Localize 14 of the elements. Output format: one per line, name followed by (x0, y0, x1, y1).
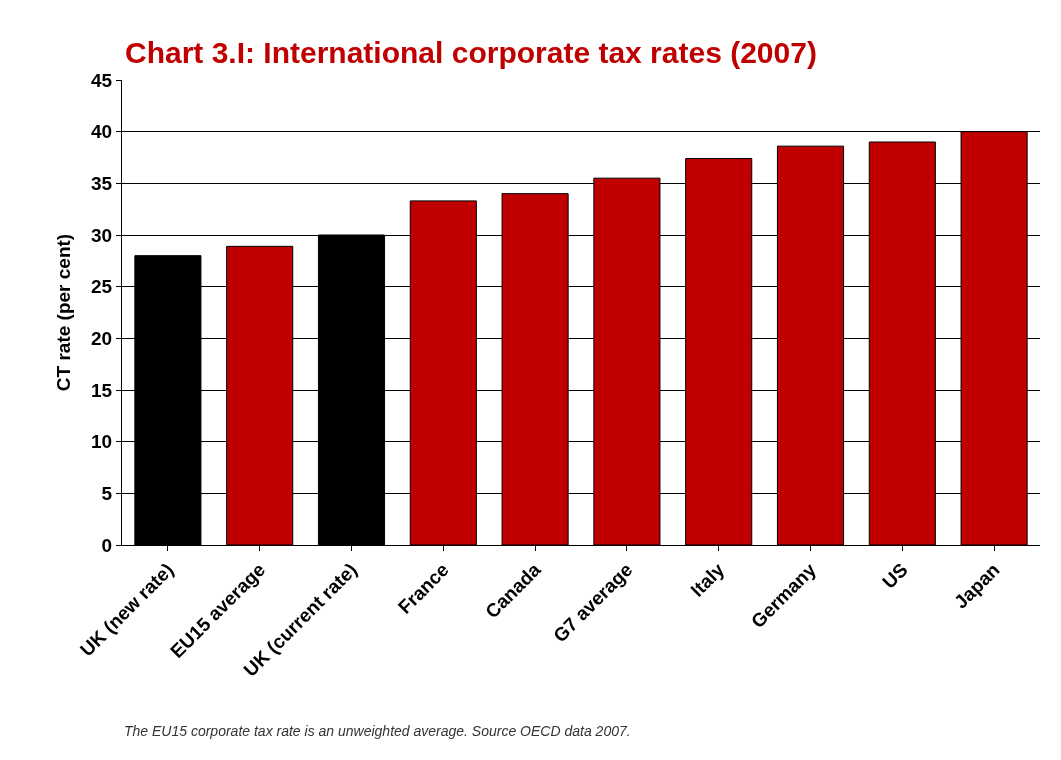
y-tick-label: 15 (91, 379, 113, 401)
y-tick-label: 0 (101, 534, 113, 556)
y-tick-label: 25 (91, 276, 113, 298)
x-tick-label: US (878, 559, 912, 593)
y-tick-label: 30 (91, 224, 113, 246)
y-tick-label: 10 (91, 431, 113, 453)
text: The EU15 corporate tax rate is an unweighted average. Source OECD data 2007. (124, 723, 631, 739)
chart-title: Chart 3.I: International corporate tax rates (2007) (125, 35, 817, 69)
y-tick-label: 40 (91, 121, 113, 143)
y-tick-label: 20 (91, 327, 113, 349)
y-tick-label: 35 (91, 172, 113, 194)
y-tick-label: 5 (101, 482, 113, 504)
y-tick-label: 45 (91, 69, 113, 91)
y-axis-title: CT rate (per cent) (52, 233, 74, 392)
